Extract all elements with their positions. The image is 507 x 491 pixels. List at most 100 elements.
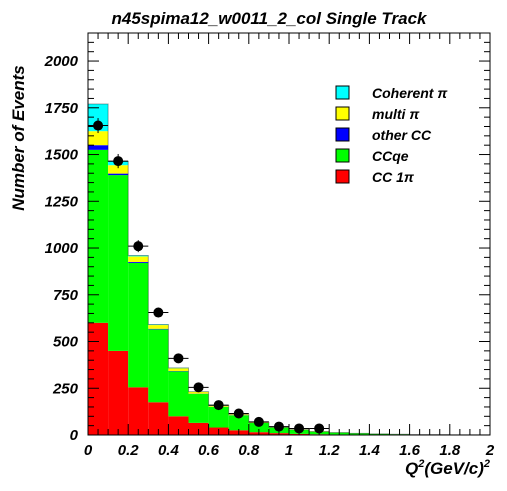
bar bbox=[148, 325, 169, 329]
legend-swatch bbox=[335, 106, 350, 121]
x-axis-label-q: Q bbox=[405, 459, 418, 478]
point-marker bbox=[173, 353, 184, 364]
bar bbox=[168, 368, 189, 372]
x-axis-label-units: (GeV/c) bbox=[424, 459, 484, 478]
point-marker bbox=[273, 421, 284, 432]
data-points bbox=[88, 118, 330, 434]
legend-swatch bbox=[335, 127, 350, 142]
bar bbox=[188, 391, 209, 394]
bar bbox=[108, 350, 129, 435]
data-point bbox=[248, 416, 269, 427]
point-marker bbox=[193, 382, 204, 393]
legend-label: Coherent π bbox=[372, 85, 448, 101]
point-marker bbox=[133, 241, 144, 252]
bar bbox=[148, 324, 169, 326]
point-marker bbox=[113, 156, 124, 167]
point-marker bbox=[253, 416, 264, 427]
bar bbox=[188, 422, 209, 435]
bar bbox=[128, 262, 149, 263]
x-tick-label: 1.6 bbox=[399, 442, 421, 459]
point-marker bbox=[294, 423, 305, 434]
bar bbox=[88, 149, 109, 323]
data-point bbox=[228, 408, 249, 419]
x-tick-label: 0.6 bbox=[198, 442, 220, 459]
legend-swatch bbox=[335, 169, 350, 184]
bar bbox=[248, 422, 269, 433]
legend-item: CCqe bbox=[335, 148, 409, 164]
bar bbox=[88, 131, 109, 146]
data-point bbox=[108, 153, 129, 169]
x-axis-label-sup: 2 bbox=[417, 458, 424, 470]
y-tick-label: 750 bbox=[53, 287, 79, 304]
legend-label: CC 1π bbox=[372, 169, 415, 185]
stacked-bars bbox=[87, 103, 490, 436]
total-outline bbox=[87, 103, 490, 436]
data-point bbox=[309, 423, 330, 434]
bar bbox=[168, 371, 189, 417]
legend-label: multi π bbox=[372, 106, 420, 122]
y-tick-label: 1000 bbox=[45, 240, 79, 257]
bar bbox=[228, 415, 249, 431]
bar bbox=[108, 175, 129, 351]
legend-item: multi π bbox=[335, 106, 420, 122]
x-tick-label: 1.8 bbox=[439, 442, 461, 459]
series-1 bbox=[88, 149, 490, 435]
x-axis-label-sup2: 2 bbox=[483, 458, 490, 470]
bar bbox=[128, 262, 149, 388]
x-tick-label: 0.8 bbox=[238, 442, 260, 459]
legend-swatch bbox=[335, 148, 350, 163]
legend-label: CCqe bbox=[372, 148, 409, 164]
legend-swatch bbox=[335, 85, 350, 100]
y-tick-label: 250 bbox=[52, 380, 79, 397]
bar bbox=[168, 416, 189, 435]
legend-label: other CC bbox=[372, 127, 432, 143]
x-tick-label: 0.2 bbox=[118, 442, 140, 459]
x-tick-label: 0.4 bbox=[158, 442, 180, 459]
data-point bbox=[128, 240, 149, 253]
data-point bbox=[188, 382, 209, 393]
bar bbox=[188, 393, 209, 423]
point-marker bbox=[213, 400, 224, 411]
bar bbox=[108, 165, 129, 174]
data-point bbox=[268, 421, 289, 432]
y-tick-label: 1250 bbox=[45, 193, 79, 210]
x-tick-label: 0 bbox=[84, 442, 93, 459]
y-tick-label: 0 bbox=[70, 427, 79, 444]
point-marker bbox=[93, 120, 104, 131]
point-marker bbox=[233, 408, 244, 419]
data-point bbox=[148, 307, 169, 318]
x-tick-label: 1.4 bbox=[359, 442, 381, 459]
y-tick-label: 1500 bbox=[45, 147, 79, 164]
y-tick-label: 500 bbox=[53, 334, 79, 351]
chart-title: n45spima12_w0011_2_col Single Track bbox=[111, 9, 428, 28]
legend-item: Coherent π bbox=[335, 85, 448, 101]
bar bbox=[148, 328, 169, 330]
bar bbox=[128, 387, 149, 435]
bar bbox=[148, 402, 169, 435]
y-tick-label: 2000 bbox=[44, 53, 79, 70]
bar bbox=[148, 329, 169, 403]
bar bbox=[128, 255, 149, 257]
bar bbox=[88, 104, 109, 132]
bar bbox=[88, 145, 109, 150]
x-tick-label: 2 bbox=[485, 442, 495, 459]
y-tick-label: 1750 bbox=[45, 100, 79, 117]
x-axis-ticks bbox=[87, 33, 491, 435]
legend-item: CC 1π bbox=[335, 169, 415, 185]
y-axis-ticks bbox=[88, 32, 490, 436]
x-tick-label: 1.2 bbox=[319, 442, 341, 459]
y-axis-label: Number of Events bbox=[9, 65, 28, 210]
bar bbox=[128, 256, 149, 263]
data-point bbox=[168, 353, 189, 364]
point-marker bbox=[314, 423, 325, 434]
outline-path bbox=[87, 103, 490, 436]
legend-item: other CC bbox=[335, 127, 432, 143]
bar bbox=[208, 406, 229, 428]
x-tick-label: 1 bbox=[285, 442, 293, 459]
legend: Coherent π multi π other CC CCqe CC 1π bbox=[335, 85, 448, 185]
bar bbox=[108, 173, 129, 176]
x-tick-labels: 0 0.2 0.4 0.6 0.8 1 1.2 1.4 1.6 1.8 2 bbox=[84, 442, 495, 459]
data-point bbox=[208, 400, 229, 411]
data-point bbox=[88, 118, 109, 134]
